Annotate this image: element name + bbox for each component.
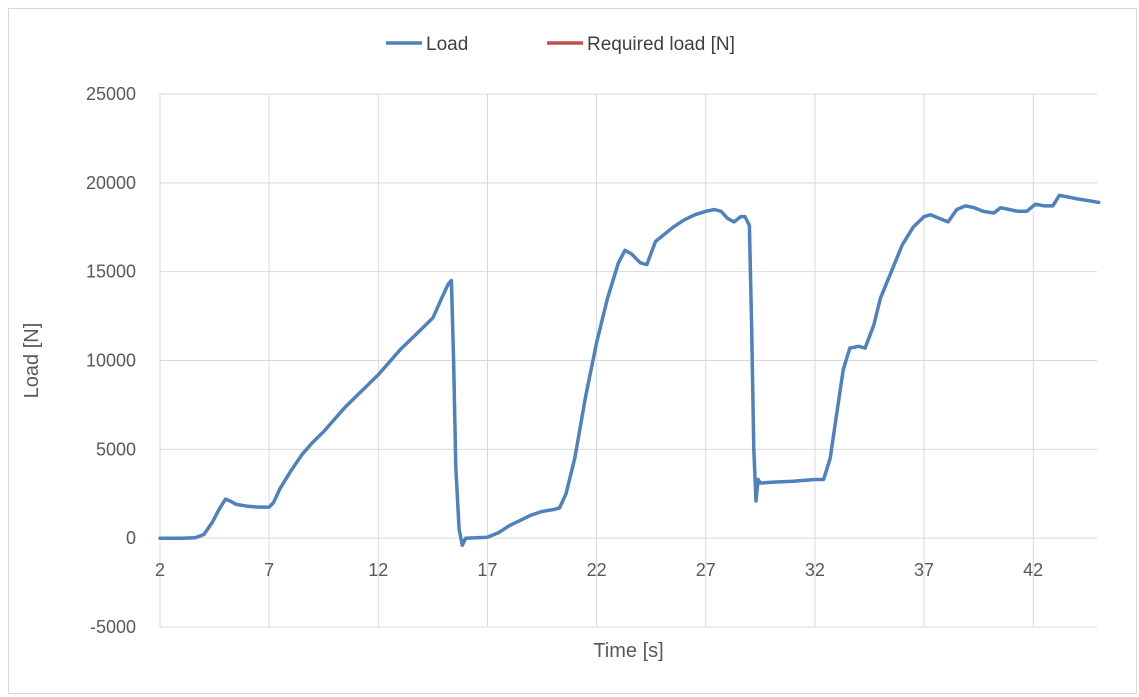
x-tick-label: 37: [914, 560, 934, 580]
legend: Load Required load [N]: [386, 34, 735, 55]
y-tick-label: 10000: [86, 351, 136, 371]
x-tick-label: 17: [477, 560, 497, 580]
x-tick-label: 42: [1023, 560, 1043, 580]
y-tick-label: 25000: [86, 84, 136, 104]
y-tick-label: 0: [126, 528, 136, 548]
grid: [159, 93, 1097, 628]
x-axis-ticks: 2 7 12 17 22 27 32 37 42: [155, 560, 1043, 580]
x-tick-label: 7: [264, 560, 274, 580]
chart-frame: [8, 8, 1137, 694]
x-tick-label: 12: [368, 560, 388, 580]
y-tick-label: 20000: [86, 173, 136, 193]
legend-label: Load: [426, 34, 468, 55]
y-tick-label: -5000: [90, 617, 136, 637]
y-axis-ticks: -5000 0 5000 10000 15000 20000 25000: [86, 84, 136, 637]
series-group: [158, 193, 1101, 548]
legend-label: Required load [N]: [587, 34, 735, 55]
y-tick-label: 5000: [96, 439, 136, 459]
y-tick-label: 15000: [86, 262, 136, 282]
x-tick-label: 27: [696, 560, 716, 580]
x-tick-label: 2: [155, 560, 165, 580]
y-axis-title: Load [N]: [21, 323, 43, 399]
series-line-0: [158, 193, 1101, 548]
x-tick-label: 22: [587, 560, 607, 580]
x-tick-label: 32: [805, 560, 825, 580]
x-axis-title: Time [s]: [593, 640, 663, 662]
